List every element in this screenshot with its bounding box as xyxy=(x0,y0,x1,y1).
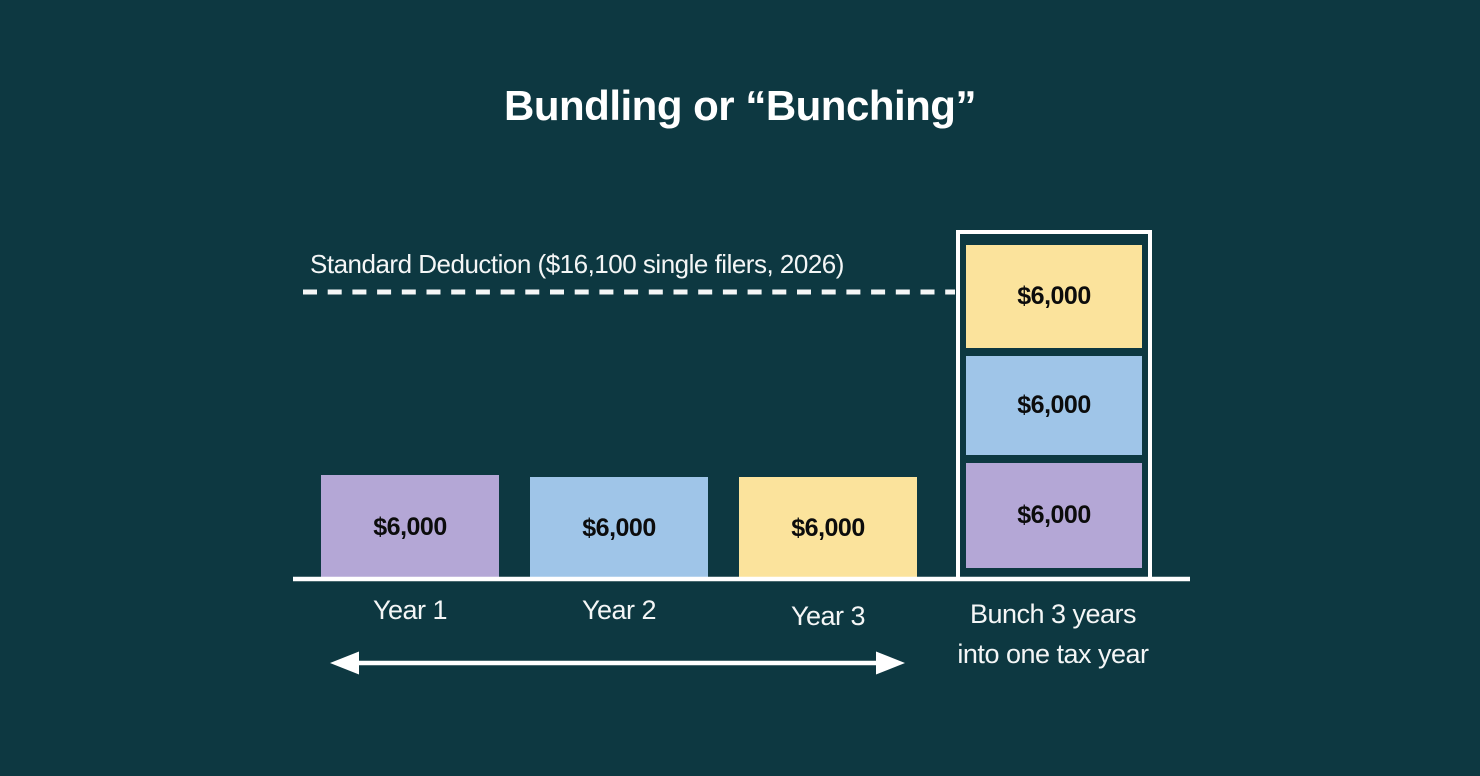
bar-bunched-stack: $6,000 $6,000 $6,000 xyxy=(956,230,1152,581)
bar-year-1: $6,000 xyxy=(321,475,499,579)
axis-label-bunched: Bunch 3 years into one tax year xyxy=(957,599,1149,669)
arrowhead-right-icon xyxy=(876,651,905,675)
arrowhead-left-icon xyxy=(330,651,359,675)
bar-year-3: $6,000 xyxy=(739,477,917,579)
bunched-segment-blue-value: $6,000 xyxy=(1017,391,1091,419)
bar-year-1-value: $6,000 xyxy=(373,512,447,541)
bunched-segment-yellow-value: $6,000 xyxy=(1017,282,1091,310)
axis-label-year-2: Year 2 xyxy=(581,595,657,625)
bar-year-2-value: $6,000 xyxy=(582,513,656,542)
three-year-span-arrow xyxy=(330,651,905,675)
bunched-segment-purple-value: $6,000 xyxy=(1017,501,1091,529)
bunched-segment-yellow: $6,000 xyxy=(966,245,1142,348)
standard-deduction-label: Standard Deduction ($16,100 single filer… xyxy=(310,249,844,279)
axis-label-year-3: Year 3 xyxy=(790,601,866,631)
bunched-segment-purple: $6,000 xyxy=(966,463,1142,568)
bar-year-2: $6,000 xyxy=(530,477,708,579)
axis-label-year-1: Year 1 xyxy=(372,595,448,625)
bunched-segment-blue: $6,000 xyxy=(966,356,1142,455)
bar-year-3-value: $6,000 xyxy=(791,513,865,542)
chart-title: Bundling or “Bunching” xyxy=(504,82,976,129)
